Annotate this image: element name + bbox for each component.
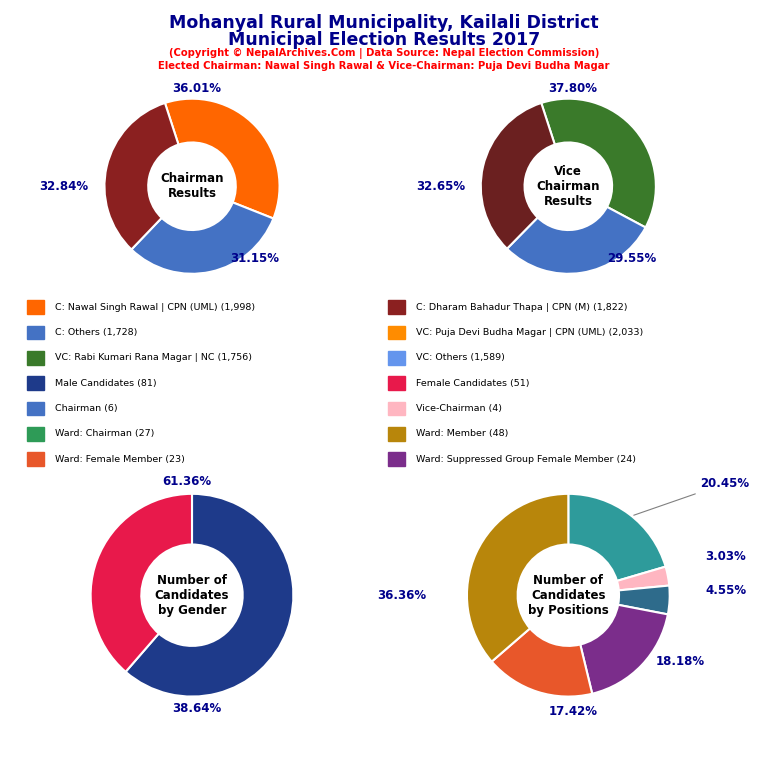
- Text: Municipal Election Results 2017: Municipal Election Results 2017: [228, 31, 540, 48]
- Wedge shape: [481, 103, 554, 249]
- Text: VC: Rabi Kumari Rana Magar | NC (1,756): VC: Rabi Kumari Rana Magar | NC (1,756): [55, 353, 253, 362]
- Text: Elected Chairman: Nawal Singh Rawal & Vice-Chairman: Puja Devi Budha Magar: Elected Chairman: Nawal Singh Rawal & Vi…: [158, 61, 610, 71]
- Text: Male Candidates (81): Male Candidates (81): [55, 379, 157, 388]
- Text: Chairman
Results: Chairman Results: [161, 172, 223, 200]
- Text: 4.55%: 4.55%: [705, 584, 746, 597]
- Wedge shape: [618, 585, 670, 614]
- Wedge shape: [165, 99, 280, 219]
- Text: 32.84%: 32.84%: [40, 180, 88, 193]
- Text: C: Dharam Bahadur Thapa | CPN (M) (1,822): C: Dharam Bahadur Thapa | CPN (M) (1,822…: [416, 303, 627, 312]
- Wedge shape: [131, 203, 273, 273]
- Text: VC: Puja Devi Budha Magar | CPN (UML) (2,033): VC: Puja Devi Budha Magar | CPN (UML) (2…: [416, 328, 644, 337]
- Text: 29.55%: 29.55%: [607, 252, 656, 264]
- Wedge shape: [91, 494, 192, 672]
- Text: Number of
Candidates
by Positions: Number of Candidates by Positions: [528, 574, 609, 617]
- Text: 20.45%: 20.45%: [634, 477, 750, 515]
- Text: C: Others (1,728): C: Others (1,728): [55, 328, 137, 337]
- Text: 3.03%: 3.03%: [705, 550, 746, 563]
- Text: 61.36%: 61.36%: [162, 475, 211, 488]
- Text: 31.15%: 31.15%: [230, 252, 280, 264]
- Text: 36.01%: 36.01%: [172, 81, 221, 94]
- Wedge shape: [581, 605, 668, 694]
- Text: VC: Others (1,589): VC: Others (1,589): [416, 353, 505, 362]
- Text: Vice-Chairman (4): Vice-Chairman (4): [416, 404, 502, 413]
- Wedge shape: [541, 99, 656, 227]
- Text: Number of
Candidates
by Gender: Number of Candidates by Gender: [154, 574, 230, 617]
- Text: (Copyright © NepalArchives.Com | Data Source: Nepal Election Commission): (Copyright © NepalArchives.Com | Data So…: [169, 48, 599, 59]
- Text: Female Candidates (51): Female Candidates (51): [416, 379, 530, 388]
- Text: Mohanyal Rural Municipality, Kailali District: Mohanyal Rural Municipality, Kailali Dis…: [169, 14, 599, 31]
- Wedge shape: [507, 207, 646, 273]
- Wedge shape: [104, 103, 178, 250]
- Text: Chairman (6): Chairman (6): [55, 404, 118, 413]
- Wedge shape: [126, 494, 293, 697]
- Text: 37.80%: 37.80%: [548, 81, 598, 94]
- Text: 18.18%: 18.18%: [655, 654, 704, 667]
- Wedge shape: [492, 628, 592, 697]
- Wedge shape: [568, 494, 666, 581]
- Text: Vice
Chairman
Results: Vice Chairman Results: [537, 165, 600, 207]
- Text: Ward: Chairman (27): Ward: Chairman (27): [55, 429, 154, 439]
- Text: Ward: Suppressed Group Female Member (24): Ward: Suppressed Group Female Member (24…: [416, 455, 636, 464]
- Text: Ward: Member (48): Ward: Member (48): [416, 429, 508, 439]
- Text: 38.64%: 38.64%: [173, 702, 222, 715]
- Text: 17.42%: 17.42%: [549, 705, 598, 718]
- Text: Ward: Female Member (23): Ward: Female Member (23): [55, 455, 185, 464]
- Text: C: Nawal Singh Rawal | CPN (UML) (1,998): C: Nawal Singh Rawal | CPN (UML) (1,998): [55, 303, 256, 312]
- Wedge shape: [467, 494, 568, 661]
- Text: 32.65%: 32.65%: [416, 180, 465, 193]
- Text: 36.36%: 36.36%: [377, 589, 426, 601]
- Wedge shape: [617, 567, 669, 591]
